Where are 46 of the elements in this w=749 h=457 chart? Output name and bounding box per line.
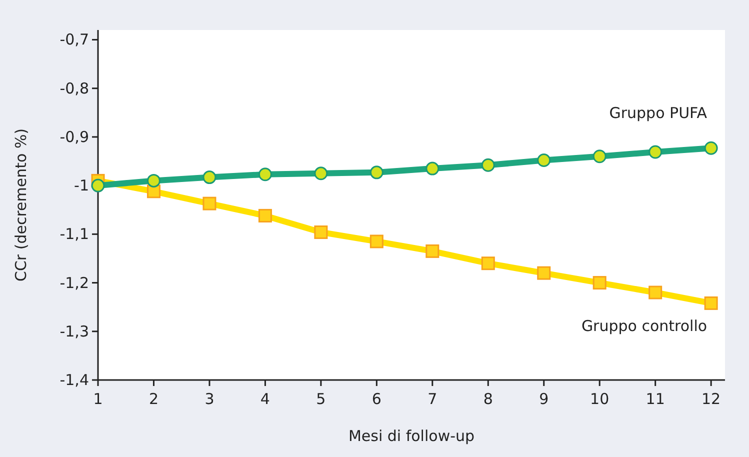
x-tick-label: 5: [316, 390, 326, 408]
series-label: Gruppo PUFA: [609, 104, 708, 122]
y-axis-title: CCr (decremento %): [12, 128, 30, 282]
y-tick-label: -0,7: [60, 30, 89, 49]
series-label: Gruppo controllo: [581, 317, 708, 336]
x-tick-label: 9: [539, 390, 549, 408]
x-tick-label: 1: [93, 390, 103, 408]
x-tick-label: 11: [646, 390, 665, 408]
point: [704, 296, 718, 310]
point: [314, 225, 328, 239]
point: [426, 244, 440, 258]
x-tick-label: 4: [260, 390, 270, 408]
point: [91, 178, 105, 192]
point: [258, 208, 272, 222]
point: [537, 154, 551, 168]
y-tick-label: -1,4: [60, 371, 89, 389]
point: [648, 145, 662, 159]
x-tick-label: 10: [590, 390, 610, 408]
y-tick-label: -1: [74, 176, 89, 195]
x-tick-label: 2: [148, 390, 159, 408]
y-tick-label: -0,9: [60, 128, 89, 146]
point: [592, 150, 606, 164]
point: [146, 174, 160, 188]
x-axis-title: Mesi di follow-up: [348, 427, 475, 445]
x-tick-label: 6: [372, 390, 382, 408]
point: [370, 166, 384, 180]
point: [314, 166, 328, 180]
point: [592, 276, 606, 290]
point: [648, 286, 662, 300]
x-tick-label: 12: [702, 390, 721, 408]
point: [426, 162, 440, 176]
point: [202, 196, 216, 210]
point: [370, 234, 384, 248]
point: [258, 168, 272, 182]
point: [704, 141, 718, 155]
y-tick-label: -1,2: [60, 274, 89, 292]
point: [537, 266, 551, 280]
y-tick-label: -1,1: [60, 225, 89, 244]
point: [202, 170, 216, 184]
y-tick-label: -1,3: [60, 322, 89, 340]
x-tick-label: 3: [204, 390, 214, 408]
x-tick-label: 8: [483, 390, 493, 408]
point: [481, 256, 495, 270]
x-tick-label: 7: [428, 390, 438, 408]
point: [481, 158, 495, 172]
y-tick-label: -0,8: [60, 79, 89, 98]
